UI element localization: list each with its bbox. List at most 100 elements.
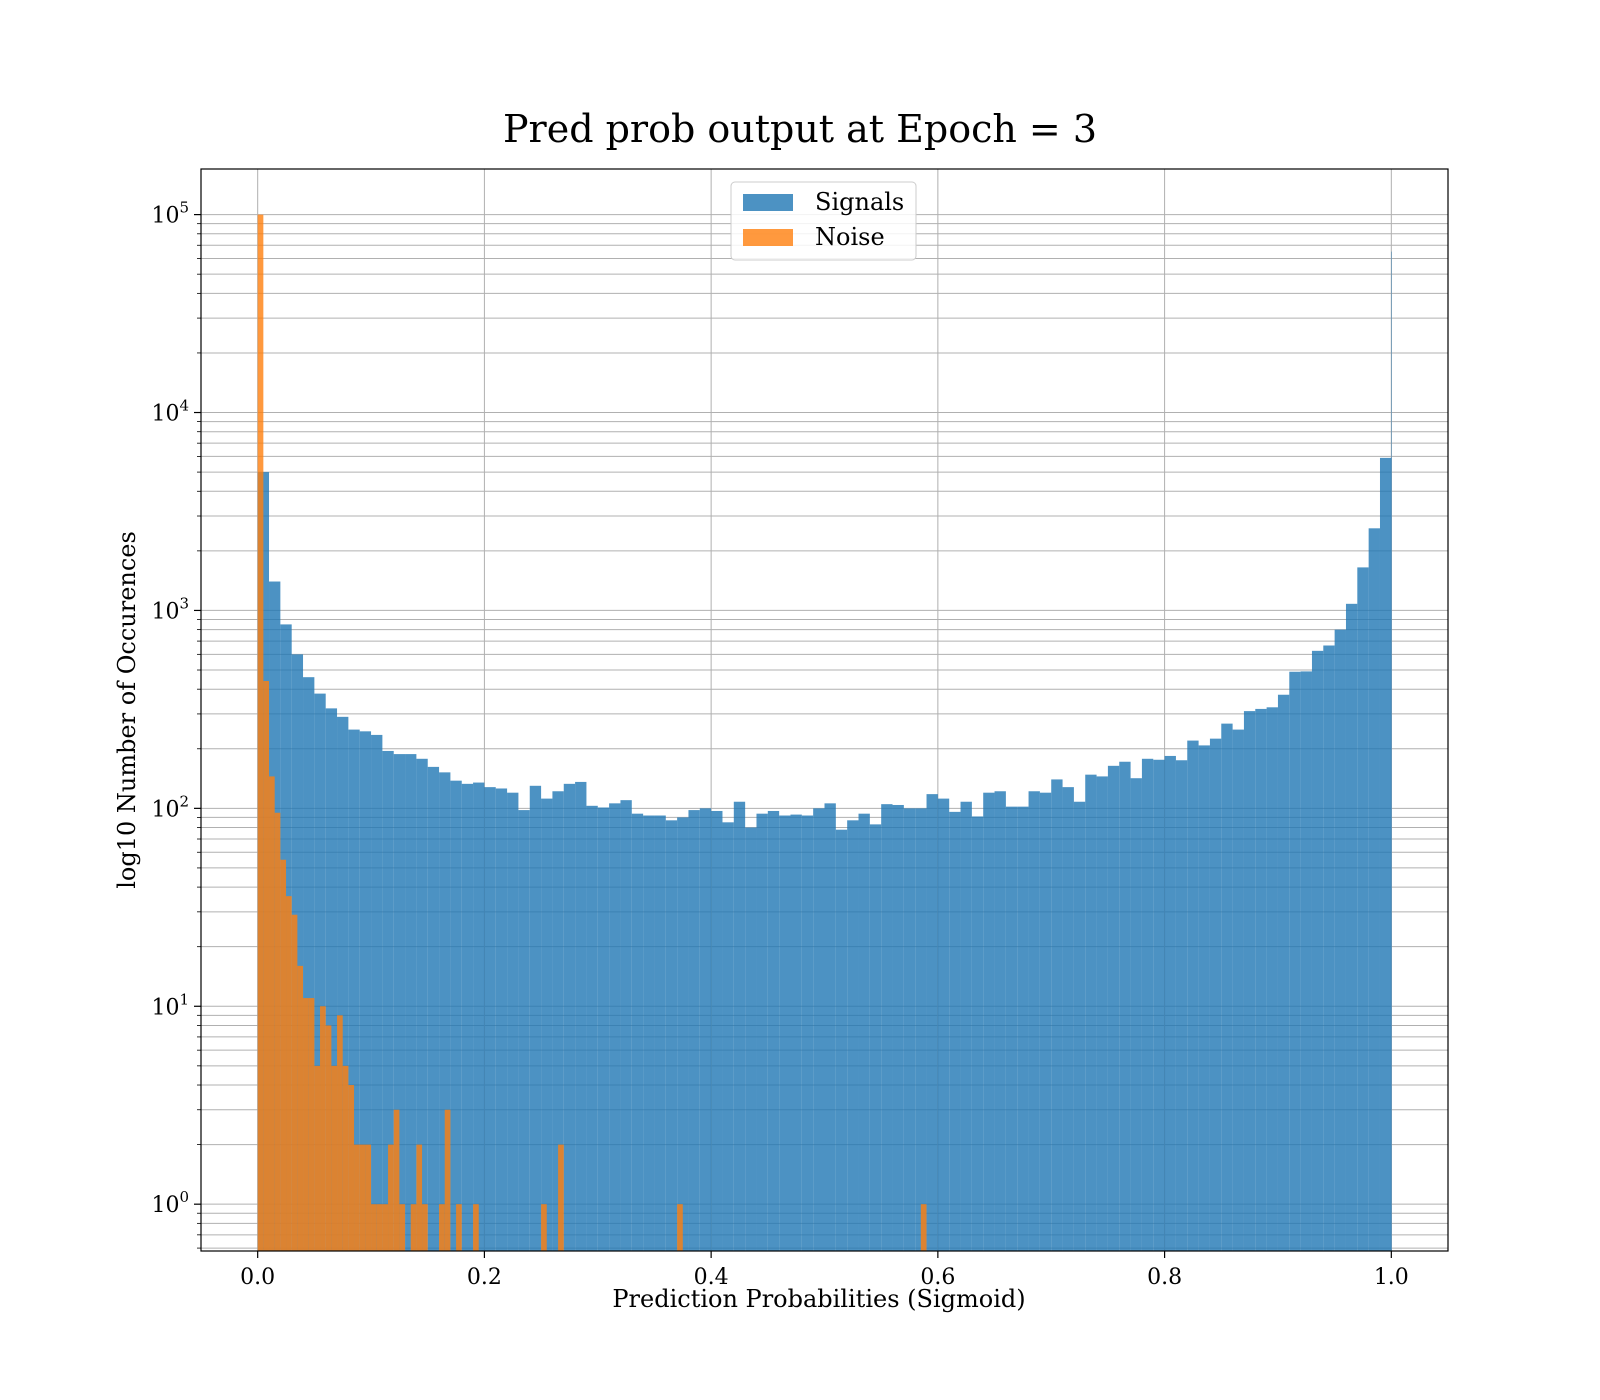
- noise-bar: [371, 1204, 377, 1251]
- noise-bar: [388, 1144, 394, 1251]
- signals-bar: [461, 783, 474, 1251]
- signals-bar: [1391, 251, 1392, 1252]
- y-tick-label: 100: [151, 1188, 189, 1218]
- signals-bar: [1085, 774, 1097, 1251]
- signals-bar: [801, 815, 814, 1251]
- noise-bar: [416, 1144, 423, 1251]
- noise-bar: [291, 914, 298, 1251]
- noise-bar: [677, 1204, 683, 1251]
- signals-bar: [620, 800, 632, 1251]
- signals-bar: [1119, 761, 1131, 1251]
- noise-bar: [365, 1144, 372, 1251]
- y-tick-label: 101: [151, 990, 189, 1020]
- noise-bar: [274, 812, 281, 1251]
- noise-bar: [473, 1204, 479, 1251]
- signals-bar: [1141, 758, 1154, 1251]
- signals-bar: [677, 817, 689, 1251]
- signals-bar: [575, 781, 587, 1251]
- x-axis-label: Prediction Probabilities (Sigmoid): [612, 1285, 1025, 1313]
- signals-bar: [1005, 806, 1018, 1251]
- noise-bar: [342, 1065, 349, 1251]
- signals-bar: [1266, 707, 1278, 1251]
- signals-bar: [450, 780, 462, 1251]
- noise-bar: [399, 1204, 406, 1251]
- signals-bar: [643, 815, 655, 1251]
- noise-bar: [286, 896, 292, 1251]
- signals-bar: [382, 750, 394, 1251]
- signals-bar: [1164, 755, 1176, 1251]
- signals-bar: [1107, 765, 1120, 1251]
- signals-bar: [1209, 738, 1222, 1251]
- noise-bar: [354, 1144, 360, 1251]
- signals-bar: [1277, 694, 1290, 1251]
- signals-bar: [779, 815, 791, 1251]
- signals-bar: [926, 794, 938, 1251]
- signals-bar: [1096, 776, 1108, 1251]
- x-tick-label: 0.8: [1147, 1265, 1182, 1290]
- axes-frame: [200, 168, 1449, 1252]
- signals-bar: [325, 708, 338, 1251]
- signals-bar: [348, 729, 360, 1251]
- signals-bar: [949, 811, 961, 1251]
- noise-bars: [257, 214, 927, 1251]
- signals-bar: [1062, 787, 1074, 1251]
- signals-bar: [631, 813, 644, 1251]
- signals-bar: [473, 782, 485, 1251]
- noise-bar: [297, 965, 304, 1251]
- signals-bar: [552, 791, 564, 1251]
- y-axis-label: log10 Number of Occurences: [113, 531, 141, 889]
- signals-bar: [371, 734, 383, 1251]
- noise-bar: [439, 1204, 445, 1251]
- signals-bar: [1130, 778, 1142, 1251]
- noise-bar: [263, 681, 270, 1251]
- signals-bar: [337, 716, 349, 1251]
- signals-bar: [1017, 806, 1029, 1251]
- signals-bar: [1073, 801, 1086, 1251]
- chart-title: Pred prob output at Epoch = 3: [503, 107, 1097, 151]
- noise-bar: [303, 998, 309, 1251]
- signals-bar: [688, 810, 700, 1251]
- noise-bar: [320, 1006, 326, 1251]
- noise-bar: [376, 1204, 383, 1251]
- signals-bar: [994, 791, 1006, 1251]
- signals-bar: [1345, 603, 1358, 1251]
- signals-bar: [711, 810, 723, 1251]
- signals-bar: [903, 808, 916, 1251]
- signals-bar: [495, 788, 508, 1251]
- noise-bar: [444, 1109, 451, 1251]
- x-tick-label: 0.2: [467, 1265, 502, 1290]
- signals-bar: [915, 808, 927, 1251]
- signals-bar: [722, 822, 734, 1251]
- x-tick-label: 0.6: [920, 1265, 955, 1290]
- noise-bar: [558, 1144, 564, 1251]
- signals-bar: [1311, 650, 1324, 1251]
- signals-bar: [1243, 711, 1256, 1251]
- legend-swatch-noise: [743, 229, 793, 246]
- signals-bar: [518, 810, 530, 1251]
- noise-bar: [382, 1204, 389, 1251]
- y-tick-label: 102: [151, 792, 189, 822]
- signals-bar: [1028, 791, 1040, 1251]
- noise-bar: [348, 1085, 355, 1251]
- signals-bar: [881, 804, 893, 1251]
- signals-bar: [937, 798, 950, 1251]
- noise-bar: [456, 1204, 462, 1251]
- signals-bar: [1323, 645, 1335, 1251]
- noise-bar: [314, 1065, 321, 1251]
- noise-bar: [269, 776, 275, 1251]
- noise-bar: [331, 1065, 338, 1251]
- noise-bar: [410, 1204, 417, 1251]
- signals-bar: [960, 801, 972, 1251]
- noise-bar: [325, 1025, 332, 1251]
- signals-bar: [1300, 671, 1312, 1251]
- signals-bar: [484, 787, 496, 1251]
- signals-bar: [835, 829, 848, 1251]
- signals-bar: [563, 783, 576, 1251]
- signals-bar: [303, 677, 315, 1251]
- signals-bar: [1175, 760, 1188, 1251]
- y-axis-ticks: 100 101 102 103 104 105: [151, 199, 201, 1249]
- signals-bar: [745, 827, 757, 1251]
- legend-label-signals: Signals: [815, 188, 904, 216]
- x-axis-ticks: 0.0 0.2 0.4 0.6 0.8 1.0: [240, 1251, 1409, 1290]
- signals-bar: [790, 814, 802, 1251]
